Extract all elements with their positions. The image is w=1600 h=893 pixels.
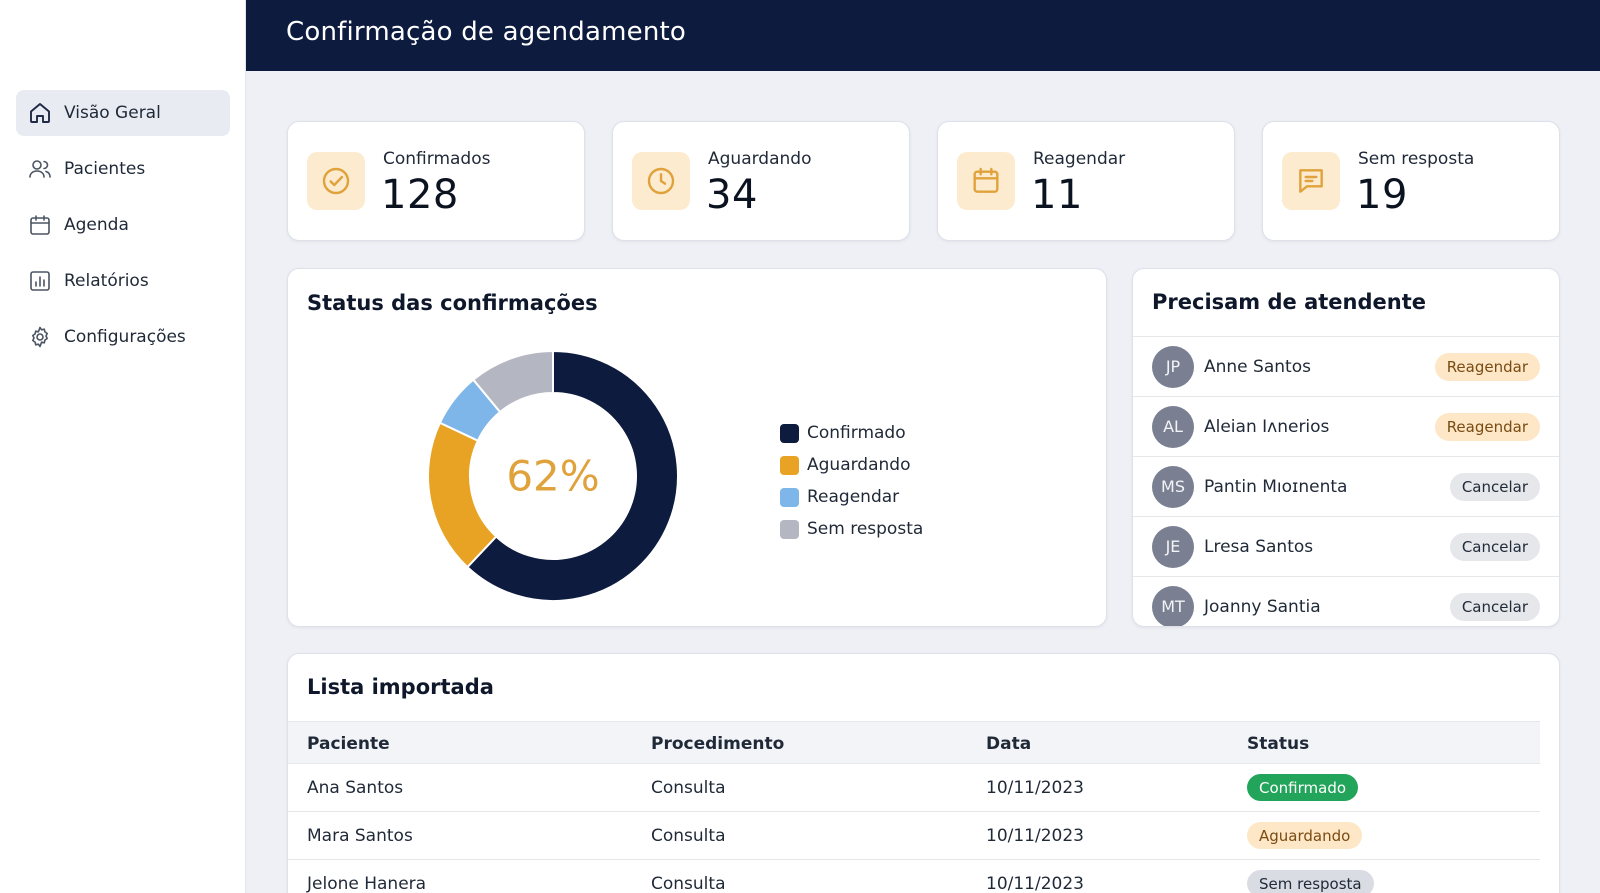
donut-center-label: 62% — [506, 452, 599, 501]
cell-patient: Mara Santos — [307, 826, 413, 846]
imported-list-title: Lista importada — [307, 675, 494, 699]
column-header-procedimento[interactable]: Procedimento — [651, 734, 785, 754]
table-row[interactable]: Ana Santos Consulta 10/11/2023 Confirmad… — [288, 764, 1540, 812]
cell-date: 10/11/2023 — [986, 874, 1084, 893]
cell-patient: Ana Santos — [307, 778, 404, 798]
attendant-row: JP Anne Santos Reagendar — [1133, 336, 1559, 396]
cell-procedure: Consulta — [651, 826, 726, 846]
stat-card-sem-resposta: Sem resposta 19 — [1262, 121, 1560, 241]
cancelar-button[interactable]: Cancelar — [1449, 592, 1540, 621]
attendant-panel: Precisam de atendente JP Anne Santos Rea… — [1132, 268, 1560, 627]
sidebar-item-label: Relatórios — [64, 271, 149, 291]
legend-swatch — [780, 487, 799, 507]
check-circle-icon — [307, 152, 365, 210]
bar-chart-icon — [28, 269, 52, 293]
stat-value: 128 — [381, 172, 459, 218]
legend-label: Aguardando — [807, 455, 911, 475]
cell-procedure: Consulta — [651, 778, 726, 798]
calendar-icon — [957, 152, 1015, 210]
sidebar-item-pacientes[interactable]: Pacientes — [16, 146, 230, 192]
sidebar-item-agenda[interactable]: Agenda — [16, 202, 230, 248]
avatar: MT — [1152, 585, 1194, 626]
message-icon — [1282, 152, 1340, 210]
sidebar-item-configuracoes[interactable]: Configurações — [16, 314, 230, 360]
table-row[interactable]: Mara Santos Consulta 10/11/2023 Aguardan… — [288, 812, 1540, 860]
attendant-name: Joanny Santia — [1204, 596, 1321, 617]
donut-slice-aguardando — [427, 421, 498, 569]
legend-swatch — [780, 519, 799, 539]
cancelar-button[interactable]: Cancelar — [1449, 472, 1540, 501]
legend-item: Reagendar — [780, 481, 923, 513]
users-icon — [28, 157, 52, 181]
status-badge: Confirmado — [1247, 774, 1359, 801]
column-header-paciente[interactable]: Paciente — [307, 734, 390, 754]
cell-patient: Jelone Hanera — [307, 874, 427, 893]
attendant-name: Aleian Iʌnerios — [1204, 416, 1330, 437]
attendant-name: Lresa Santos — [1204, 536, 1314, 557]
legend-item: Confirmado — [780, 417, 923, 449]
attendant-panel-title: Precisam de atendente — [1152, 290, 1426, 314]
attendant-name: Pantin Mıoɪnenta — [1204, 476, 1348, 497]
legend-swatch — [780, 423, 799, 443]
cell-date: 10/11/2023 — [986, 778, 1084, 798]
legend-label: Sem resposta — [807, 519, 924, 539]
column-header-status[interactable]: Status — [1247, 734, 1310, 754]
donut-chart: 62% — [427, 349, 679, 602]
gear-icon — [28, 325, 52, 349]
legend-label: Confirmado — [807, 423, 906, 443]
sidebar-item-label: Pacientes — [64, 159, 146, 179]
stat-label: Reagendar — [1033, 149, 1126, 169]
donut-slice-sem-resposta — [471, 349, 554, 414]
attendant-row: MT Joanny Santia Cancelar — [1133, 576, 1559, 626]
avatar: JE — [1152, 525, 1194, 568]
sidebar-item-visao-geral[interactable]: Visão Geral — [16, 90, 230, 136]
attendant-row: MS Pantin Mıoɪnenta Cancelar — [1133, 456, 1559, 516]
status-badge: Sem resposta — [1247, 870, 1374, 893]
calendar-icon — [28, 213, 52, 237]
stat-card-reagendar: Reagendar 11 — [937, 121, 1235, 241]
stat-value: 34 — [706, 172, 758, 218]
status-chart-panel: Status das confirmações 62% Confirmado Ag… — [287, 268, 1107, 627]
stat-card-confirmados: Confirmados 128 — [287, 121, 585, 241]
status-chart-title: Status das confirmações — [307, 291, 598, 315]
top-header: Confirmação de agendamento — [246, 0, 1600, 71]
reagendar-button[interactable]: Reagendar — [1434, 412, 1540, 441]
attendant-name: Anne Santos — [1204, 356, 1311, 377]
sidebar-item-label: Configurações — [64, 327, 186, 347]
legend-item: Sem resposta — [780, 513, 923, 545]
column-header-data[interactable]: Data — [986, 734, 1032, 754]
cancelar-button[interactable]: Cancelar — [1449, 532, 1540, 561]
sidebar-nav: Visão Geral Pacientes Agenda Relatórios … — [16, 90, 230, 370]
attendant-row: JE Lresa Santos Cancelar — [1133, 516, 1559, 576]
stat-label: Aguardando — [708, 149, 812, 169]
sidebar: Visão Geral Pacientes Agenda Relatórios … — [0, 0, 246, 893]
stat-value: 11 — [1031, 172, 1083, 218]
cell-date: 10/11/2023 — [986, 826, 1084, 846]
legend-item: Aguardando — [780, 449, 923, 481]
stat-value: 19 — [1356, 172, 1408, 218]
donut-slice-confirmado — [466, 349, 679, 602]
avatar: MS — [1152, 465, 1194, 508]
sidebar-item-label: Agenda — [64, 215, 129, 235]
page-title: Confirmação de agendamento — [286, 17, 687, 47]
imported-list-panel: Lista importada Paciente Procedimento Da… — [287, 653, 1560, 893]
chart-legend: Confirmado Aguardando Reagendar Sem respost… — [780, 417, 923, 545]
clock-icon — [632, 152, 690, 210]
stat-label: Sem resposta — [1358, 149, 1475, 169]
avatar: AL — [1152, 405, 1194, 448]
avatar: JP — [1152, 345, 1194, 388]
sidebar-item-relatorios[interactable]: Relatórios — [16, 258, 230, 304]
stat-card-aguardando: Aguardando 34 — [612, 121, 910, 241]
stat-label: Confirmados — [383, 149, 491, 169]
legend-swatch — [780, 455, 799, 475]
sidebar-item-label: Visão Geral — [64, 103, 161, 123]
reagendar-button[interactable]: Reagendar — [1434, 352, 1540, 381]
status-badge: Aguardando — [1247, 822, 1363, 849]
table-row[interactable]: Jelone Hanera Consulta 10/11/2023 Sem re… — [288, 860, 1540, 893]
legend-label: Reagendar — [807, 487, 900, 507]
home-icon — [28, 101, 52, 125]
cell-procedure: Consulta — [651, 874, 726, 893]
attendant-row: AL Aleian Iʌnerios Reagendar — [1133, 396, 1559, 456]
table-header: Paciente Procedimento Data Status — [288, 721, 1540, 764]
